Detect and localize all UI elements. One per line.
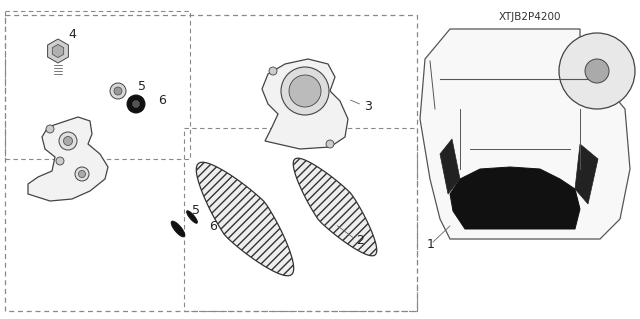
Circle shape: [110, 83, 126, 99]
Circle shape: [269, 67, 277, 75]
Polygon shape: [52, 44, 64, 58]
Text: 2: 2: [356, 234, 364, 248]
Bar: [5, 15, 417, 311]
Polygon shape: [575, 144, 598, 204]
Circle shape: [326, 140, 334, 148]
Bar: [184, 128, 417, 311]
Circle shape: [79, 170, 86, 177]
Text: 6: 6: [209, 220, 217, 234]
Bar: [5, 11, 190, 159]
Polygon shape: [47, 39, 68, 63]
Text: 4: 4: [68, 27, 76, 41]
Circle shape: [75, 167, 89, 181]
Polygon shape: [28, 117, 108, 201]
Text: 5: 5: [138, 79, 146, 93]
Polygon shape: [171, 221, 185, 237]
Polygon shape: [293, 158, 377, 256]
Text: 6: 6: [158, 94, 166, 108]
Circle shape: [114, 87, 122, 95]
Polygon shape: [262, 59, 348, 149]
Circle shape: [63, 137, 72, 145]
Circle shape: [559, 33, 635, 109]
Text: 5: 5: [192, 204, 200, 218]
Text: 1: 1: [427, 238, 435, 250]
Circle shape: [132, 100, 140, 108]
Circle shape: [585, 59, 609, 83]
Polygon shape: [186, 211, 198, 223]
Circle shape: [127, 95, 145, 113]
Polygon shape: [196, 162, 294, 276]
Text: XTJB2P4200: XTJB2P4200: [499, 12, 561, 22]
Circle shape: [56, 157, 64, 165]
Polygon shape: [440, 139, 460, 194]
Circle shape: [281, 67, 329, 115]
Polygon shape: [450, 167, 580, 229]
Polygon shape: [420, 29, 630, 239]
Circle shape: [46, 125, 54, 133]
Circle shape: [289, 75, 321, 107]
Circle shape: [59, 132, 77, 150]
Text: 3: 3: [364, 100, 372, 114]
